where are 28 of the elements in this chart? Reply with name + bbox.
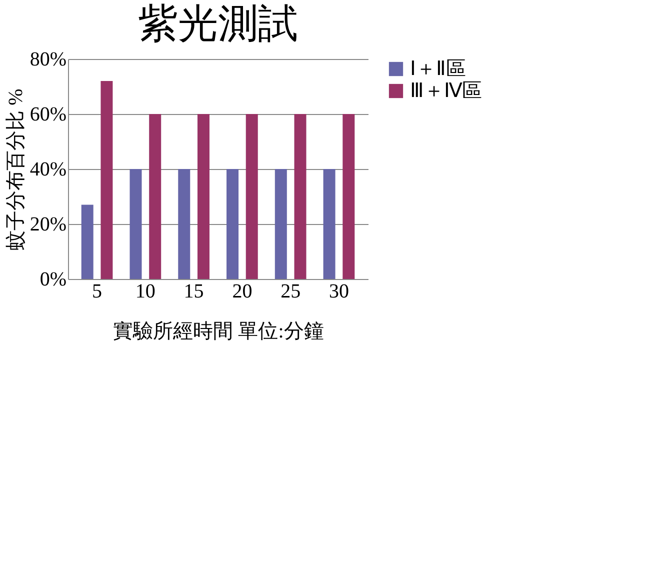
bar <box>197 114 210 279</box>
x-axis-title: 實驗所經時間 單位:分鐘 <box>113 320 324 342</box>
bar <box>274 169 287 279</box>
y-tick-label: 0% <box>40 268 66 290</box>
x-tick-label: 25 <box>280 280 301 302</box>
y-axis-title: 蚊子分布百分比 % <box>4 88 27 250</box>
x-tick-label: 15 <box>184 280 204 302</box>
x-tick-label: 20 <box>232 280 252 302</box>
y-tick-label: 60% <box>30 104 66 126</box>
y-tick-label: 20% <box>30 214 66 236</box>
x-tick-label: 5 <box>92 280 102 302</box>
bar <box>149 114 162 279</box>
x-tick-label: 10 <box>135 280 156 302</box>
bar <box>323 169 336 279</box>
y-tick-label: 40% <box>30 158 66 180</box>
y-tick-label: 80% <box>30 48 66 70</box>
x-tick-label: 30 <box>328 280 349 302</box>
bar <box>294 114 306 279</box>
bar <box>130 169 142 279</box>
bar <box>246 114 258 279</box>
legend-label: Ⅰ＋Ⅱ區 <box>410 58 466 80</box>
bar <box>342 114 355 279</box>
bar <box>226 169 239 279</box>
bar <box>100 81 113 279</box>
legend-label: Ⅲ＋Ⅳ區 <box>410 80 482 102</box>
bar <box>178 169 190 279</box>
bar <box>81 204 94 279</box>
chart-title: 紫光測試 <box>138 1 298 46</box>
